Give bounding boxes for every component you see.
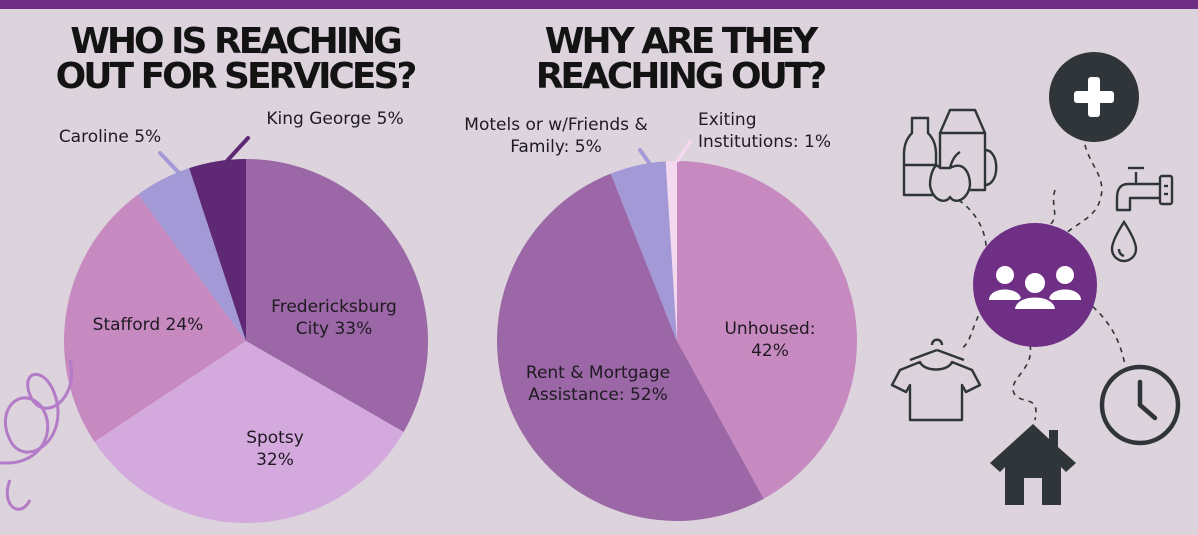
callout-line-exiting-institutions <box>676 140 692 162</box>
slice-label-fredericksburg-city: Fredericksburg City 33% <box>271 297 397 339</box>
slice-label-rent-mortgage-assistance: Rent & Mortgage Assistance: 52% <box>526 363 670 405</box>
slice-label-exiting-institutions: Exiting Institutions: 1% <box>698 110 831 152</box>
pie-slice-fredericksburg-city <box>246 159 428 432</box>
slice-label-caroline: Caroline 5% <box>59 127 161 147</box>
slice-label-spotsy: Spotsy 32% <box>246 428 304 470</box>
pie-slice-exiting-institutions <box>665 161 677 341</box>
callout-line-king-george <box>224 136 250 164</box>
callout-line-caroline <box>158 151 184 178</box>
top-accent-bar <box>0 0 1198 9</box>
slice-label-motels-or-w-friends-family: Motels or w/Friends & Family: 5% <box>464 115 647 157</box>
right-heading-line-2: REACHING OUT? <box>535 56 828 97</box>
slice-label-stafford: Stafford 24% <box>93 315 204 335</box>
left-heading-line-2: OUT FOR SERVICES? <box>55 56 418 97</box>
pie-slice-caroline <box>138 168 246 341</box>
pie-slice-motels-or-w-friends-family <box>610 161 677 341</box>
left-heading-line-1: WHO IS REACHING <box>70 21 403 62</box>
pie-slice-unhoused <box>677 161 857 499</box>
slice-label-king-george: King George 5% <box>266 109 403 129</box>
slice-label-unhoused: Unhoused: 42% <box>724 319 815 361</box>
pie-slice-king-george <box>189 159 246 341</box>
left-chart-heading: WHO IS REACHING OUT FOR SERVICES? <box>40 21 430 97</box>
right-chart-heading: WHY ARE THEY REACHING OUT? <box>490 21 870 97</box>
pie-slice-rent-mortgage-assistance <box>496 173 764 522</box>
pie-slice-spotsy <box>94 341 404 523</box>
right-heading-line-1: WHY ARE THEY <box>544 21 819 62</box>
callout-line-motels-or-w-friends-family <box>638 148 652 166</box>
pie-slice-stafford <box>63 194 246 442</box>
